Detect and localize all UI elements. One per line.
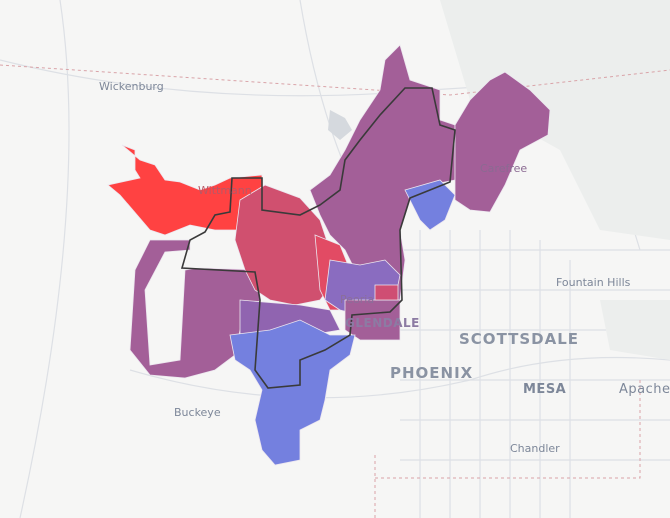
label-scottsdale: SCOTTSDALE [459,330,580,348]
label-mesa: MESA [523,382,567,397]
district-regions[interactable] [107,44,551,466]
label-glendale: GLENDALE [345,316,420,330]
label-carefree: Carefree [480,162,528,175]
region-northeast-blue [404,179,456,231]
region-south-blue [229,319,356,466]
label-fountain-hills: Fountain Hills [556,276,631,289]
basemap-parks [440,0,670,360]
region-glendale-red [374,284,399,301]
label-peoria: Peoria [340,293,375,306]
label-wickenburg: Wickenburg [99,80,164,93]
county-boundary [0,64,670,518]
region-carefree [454,71,551,213]
lake-pleasant [328,110,352,140]
label-phoenix: PHOENIX [390,364,474,382]
label-chandler: Chandler [510,442,560,455]
region-wittmann [234,184,336,306]
label-wittmann: Wittmann [198,184,252,197]
label-buckeye: Buckeye [174,406,221,419]
label-apache: Apache [619,382,670,397]
district-outline [180,87,456,389]
